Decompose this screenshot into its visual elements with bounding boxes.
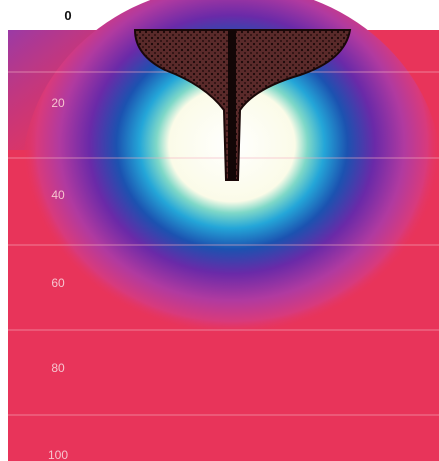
depth-label: 60 [51,276,65,290]
leaf-emitter [133,29,352,181]
depth-label: 100 [48,448,68,461]
depth-lines [8,71,439,416]
depth-label: 80 [51,361,65,375]
top-label: 0 [64,8,71,23]
depth-label: 40 [51,188,65,202]
moisture-field [22,0,439,365]
stem [228,30,236,180]
depth-labels: 20 40 60 80 100 [48,96,68,461]
image-panel [8,0,439,461]
depth-label: 20 [51,96,65,110]
